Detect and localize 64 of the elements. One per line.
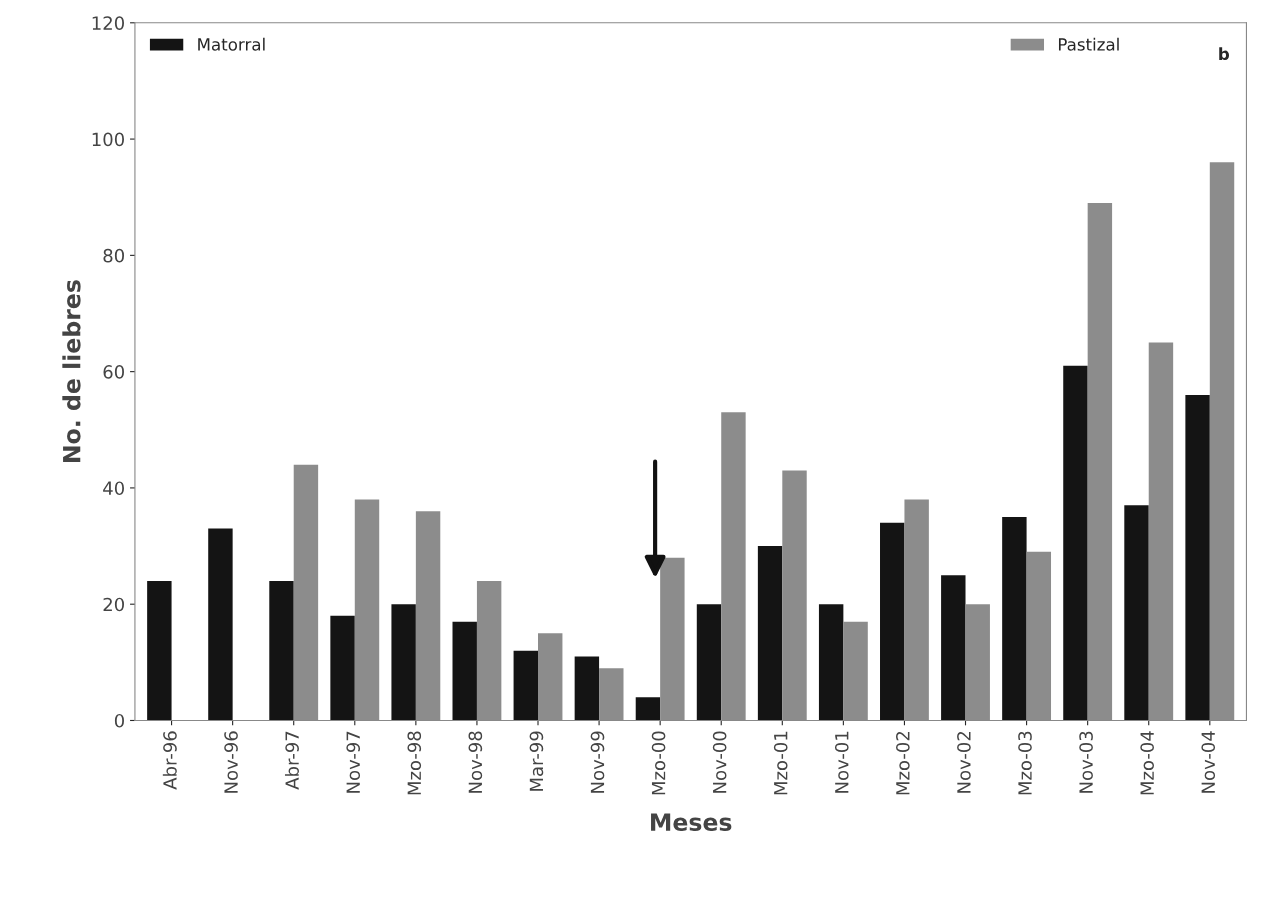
y-axis-title: No. de liebres: [62, 280, 81, 463]
bar: [415, 511, 441, 721]
annotation: b: [1219, 47, 1230, 61]
x-tick-label: Nov-99: [590, 731, 605, 793]
x-tick-label: Nov-97: [346, 731, 361, 793]
bar: [1063, 365, 1088, 721]
x-tick-label: Mzo-98: [407, 731, 422, 795]
bar: [843, 621, 868, 721]
bar: [880, 522, 905, 721]
legend-label: Matorral: [198, 37, 265, 51]
bar: [476, 580, 502, 721]
y-tick-label: 20: [103, 597, 124, 612]
bar: [147, 580, 172, 721]
x-tick-label: Abr-97: [284, 731, 299, 790]
bar: [452, 621, 477, 721]
bar: [696, 604, 722, 721]
bar: [391, 604, 416, 721]
x-tick-label: Nov-98: [468, 731, 483, 793]
x-tick-label: Mzo-03: [1018, 731, 1032, 795]
bar: [1209, 162, 1235, 721]
x-tick-label: Abr-96: [162, 731, 177, 790]
x-axis-title: Meses: [651, 813, 732, 832]
bar: [354, 499, 380, 721]
bar: [782, 470, 807, 721]
x-tick-label: Nov-04: [1201, 731, 1216, 793]
x-tick-label: Nov-01: [834, 731, 849, 793]
y-tick-label: 60: [103, 365, 124, 379]
bar: [635, 697, 661, 721]
bar: [513, 650, 539, 721]
bar: [538, 633, 563, 721]
x-tick-label: Mar-99: [529, 731, 544, 791]
bar: [1087, 203, 1113, 721]
bar: [330, 615, 355, 721]
bar: [721, 412, 746, 721]
bar: [757, 546, 783, 721]
x-tick-label: Mzo-01: [773, 731, 788, 795]
bar: [1026, 551, 1052, 721]
bar: [293, 464, 319, 721]
x-tick-label: Mzo-02: [896, 732, 910, 795]
bar: [965, 604, 990, 721]
x-tick-label: Nov-02: [957, 732, 971, 793]
y-tick-label: 120: [92, 16, 124, 30]
x-tick-label: Mzo-00: [651, 731, 666, 795]
bar: [1002, 516, 1027, 721]
bar: [818, 604, 844, 721]
x-tick-label: Nov-96: [224, 731, 238, 793]
x-tick-label: Mzo-04: [1140, 731, 1154, 795]
bar: [941, 575, 966, 721]
bar: [269, 580, 294, 721]
legend-label: Pastizal: [1058, 37, 1119, 51]
y-tick-label: 0: [114, 713, 124, 728]
bar: [208, 528, 233, 721]
y-tick-label: 40: [103, 481, 124, 496]
y-tick-label: 100: [92, 132, 124, 147]
y-tick-label: 80: [103, 248, 124, 263]
bar: [904, 499, 929, 721]
x-tick-label: Nov-00: [712, 731, 727, 793]
bar: [1148, 342, 1174, 721]
bar: [1185, 394, 1210, 721]
bar: [1124, 505, 1149, 721]
bar: [599, 668, 624, 721]
x-tick-label: Nov-03: [1079, 731, 1093, 793]
bar: [574, 656, 600, 721]
bar: [660, 557, 685, 721]
